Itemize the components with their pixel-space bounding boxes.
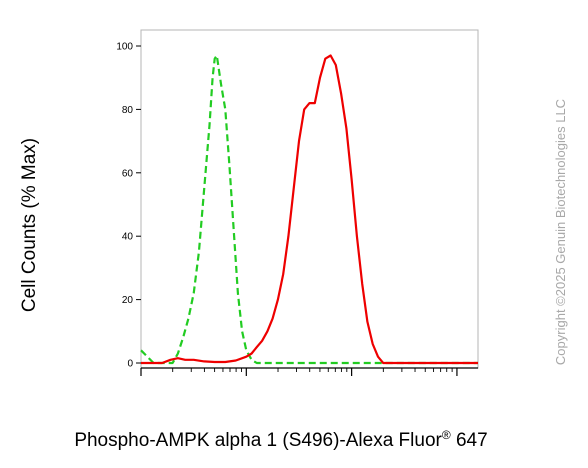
- series-layer: [140, 54, 478, 365]
- x-axis-label-main: Phospho-AMPK alpha 1 (S496)-Alexa Fluor: [74, 430, 442, 451]
- registered-mark: ®: [441, 428, 451, 442]
- x-axis-label: Phospho-AMPK alpha 1 (S496)-Alexa Fluor®…: [0, 428, 562, 452]
- y-tick-label: 0: [127, 359, 133, 370]
- y-tick-label: 40: [122, 232, 134, 243]
- y-axis-label: Cell Counts (% Max): [19, 137, 40, 313]
- copyright-notice: Copyright ©2025 Genuin Biotechnologies L…: [553, 98, 568, 366]
- y-tick-label: 80: [122, 105, 134, 116]
- y-tick-label: 60: [122, 168, 134, 179]
- x-axis-label-tail: 647: [450, 430, 488, 451]
- y-tick-label: 100: [116, 42, 133, 53]
- y-axis: 0 20 40 60 80 100: [116, 42, 141, 370]
- plot-frame: [140, 29, 479, 369]
- x-axis: [140, 367, 478, 376]
- sample-histogram-curve: [141, 54, 478, 365]
- y-tick-label: 20: [122, 295, 134, 306]
- control-histogram-curve: [140, 54, 478, 365]
